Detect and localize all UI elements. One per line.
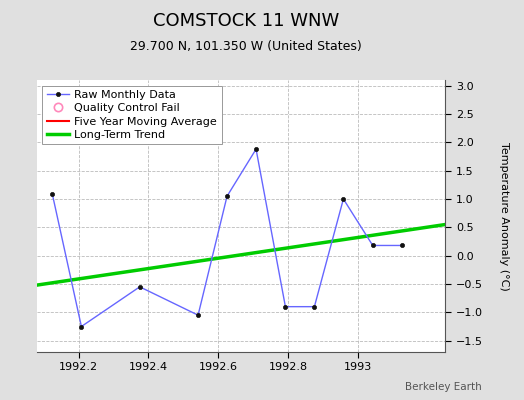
Legend: Raw Monthly Data, Quality Control Fail, Five Year Moving Average, Long-Term Tren: Raw Monthly Data, Quality Control Fail, … xyxy=(42,86,222,144)
Text: 29.700 N, 101.350 W (United States): 29.700 N, 101.350 W (United States) xyxy=(130,40,362,53)
Raw Monthly Data xyxy=(195,313,201,318)
Raw Monthly Data xyxy=(369,243,376,248)
Raw Monthly Data xyxy=(78,324,84,329)
Raw Monthly Data xyxy=(137,284,143,289)
Raw Monthly Data xyxy=(311,304,318,309)
Raw Monthly Data xyxy=(253,147,259,152)
Raw Monthly Data xyxy=(340,196,346,201)
Raw Monthly Data xyxy=(49,192,56,197)
Text: Berkeley Earth: Berkeley Earth xyxy=(406,382,482,392)
Raw Monthly Data xyxy=(399,243,405,248)
Text: COMSTOCK 11 WNW: COMSTOCK 11 WNW xyxy=(153,12,340,30)
Y-axis label: Temperature Anomaly (°C): Temperature Anomaly (°C) xyxy=(499,142,509,290)
Raw Monthly Data xyxy=(282,304,289,309)
Raw Monthly Data xyxy=(224,194,230,198)
Line: Raw Monthly Data: Raw Monthly Data xyxy=(50,147,404,328)
